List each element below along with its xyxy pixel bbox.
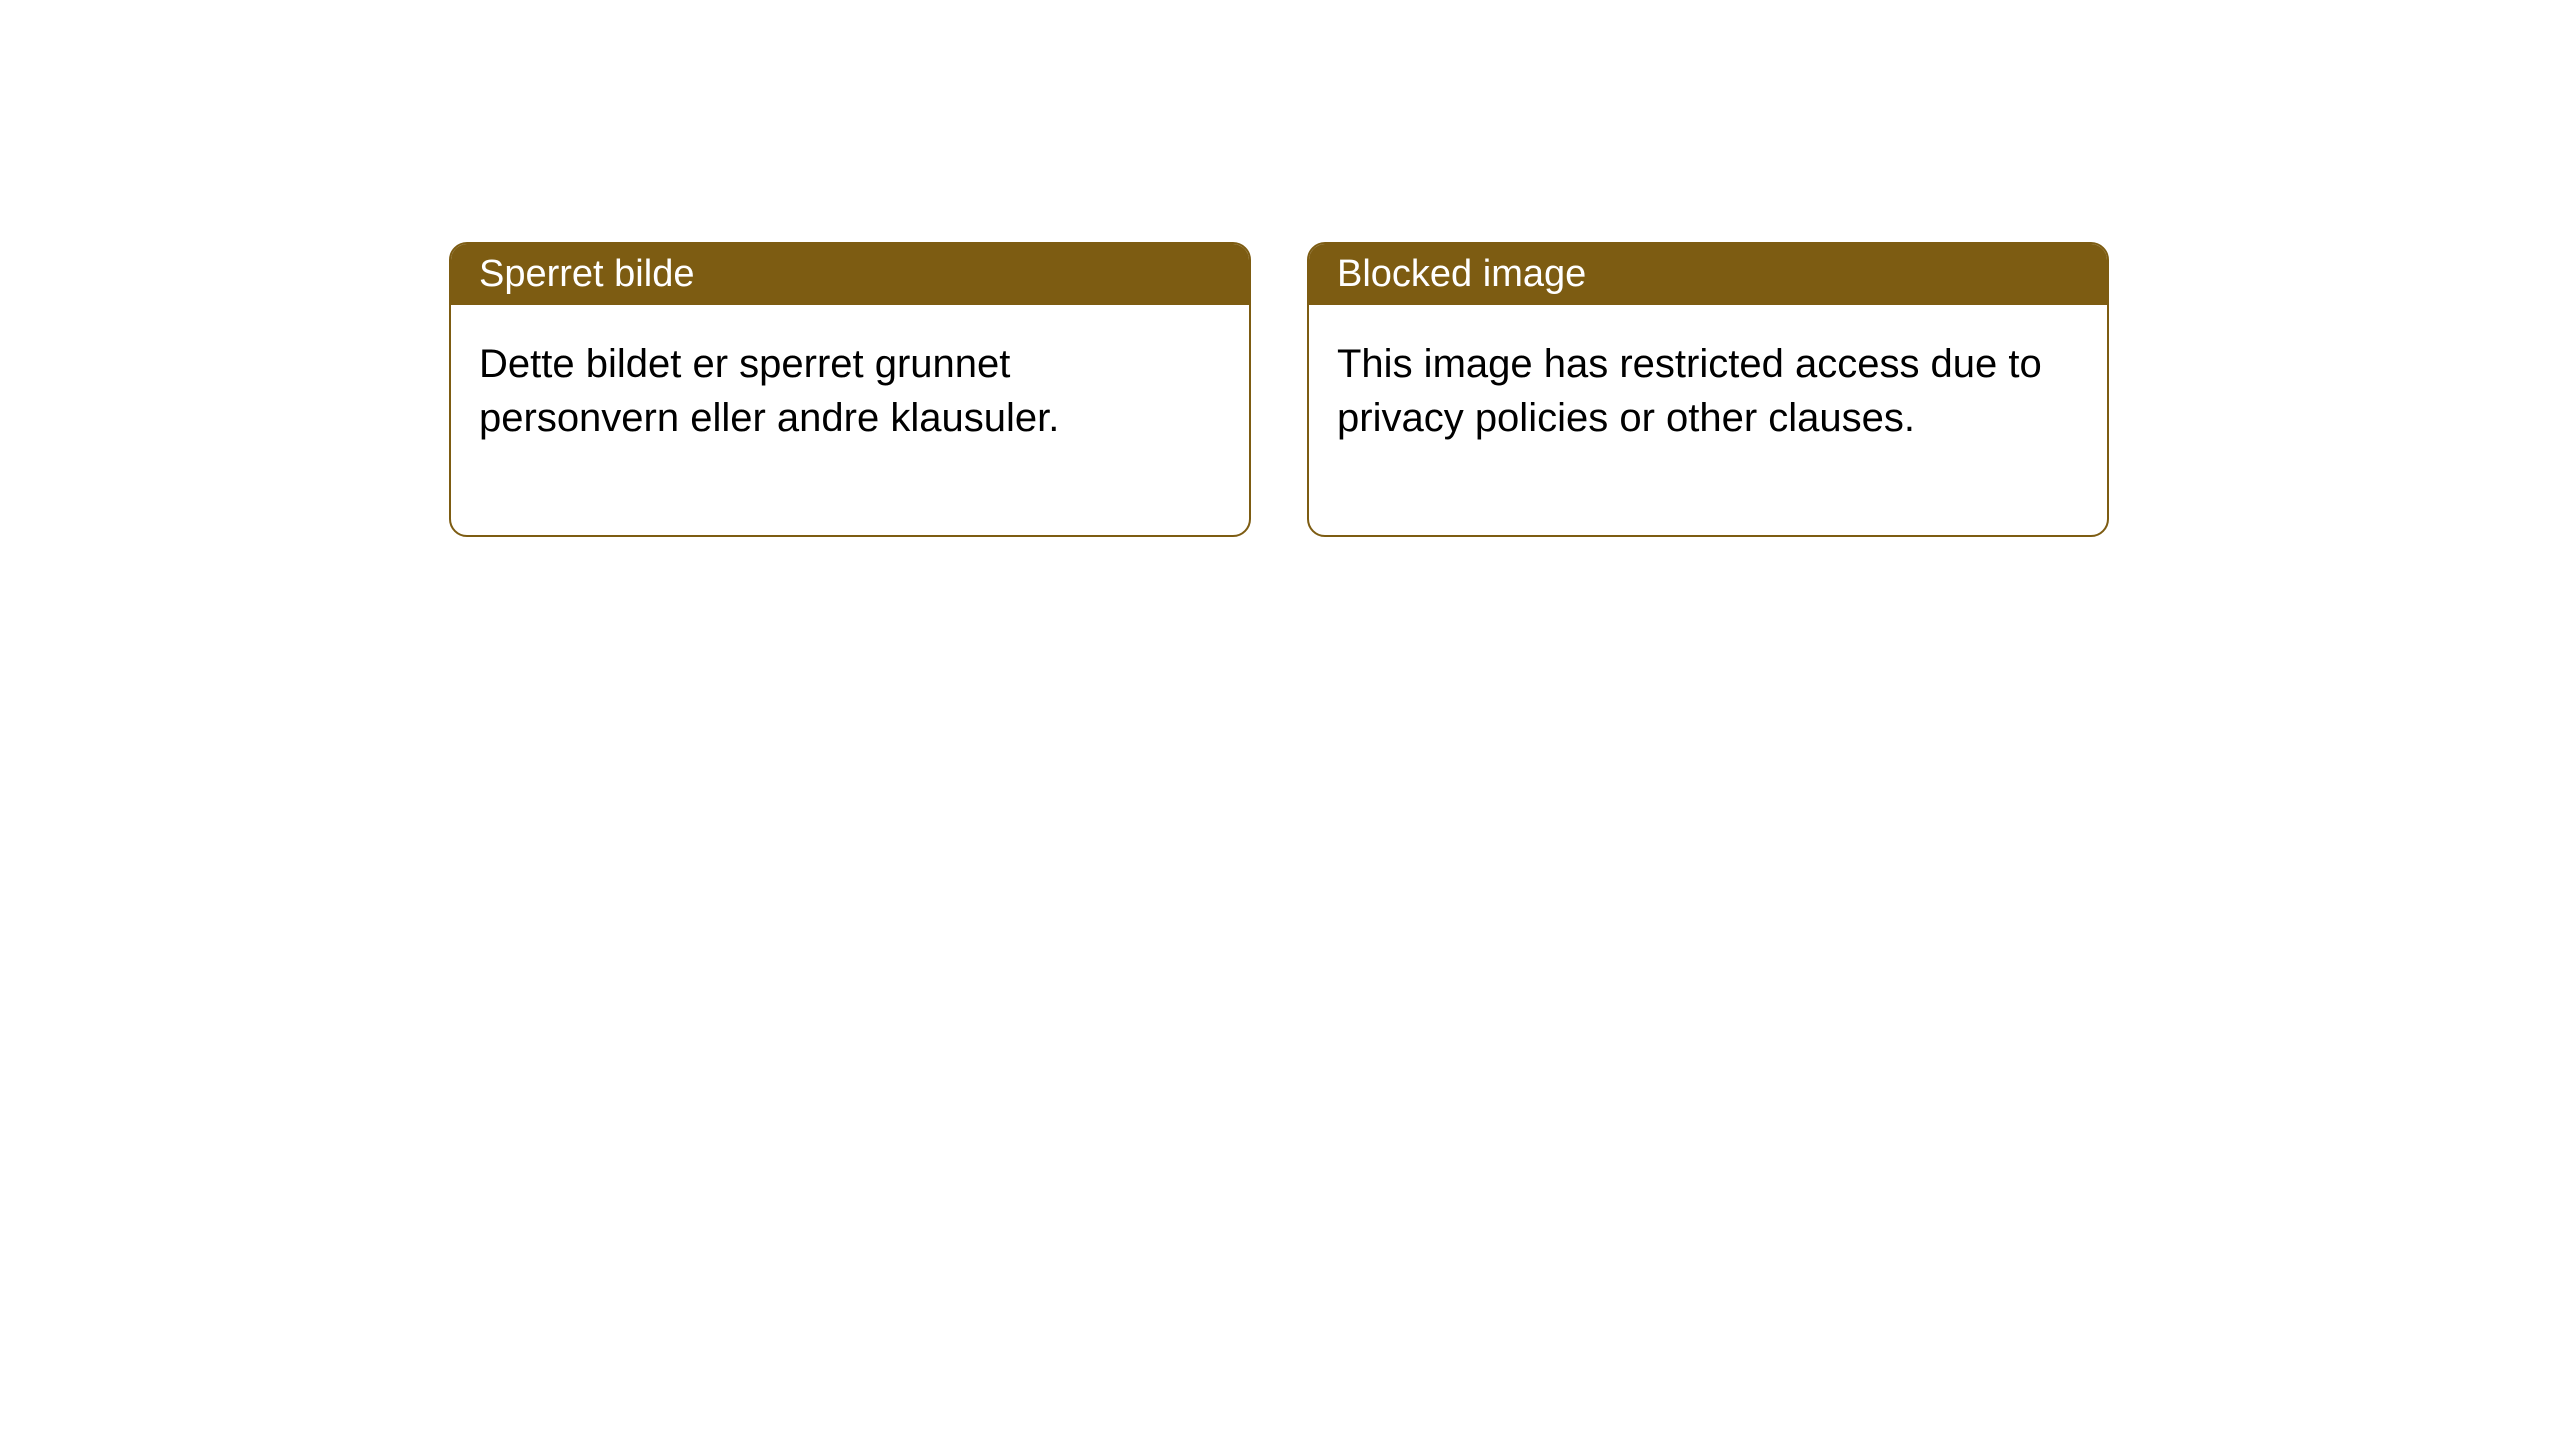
notice-body-norwegian: Dette bildet er sperret grunnet personve…: [451, 305, 1249, 535]
notice-header-english: Blocked image: [1309, 244, 2107, 305]
notice-card-norwegian: Sperret bilde Dette bildet er sperret gr…: [449, 242, 1251, 537]
notice-card-english: Blocked image This image has restricted …: [1307, 242, 2109, 537]
notice-container: Sperret bilde Dette bildet er sperret gr…: [449, 242, 2109, 537]
notice-header-norwegian: Sperret bilde: [451, 244, 1249, 305]
notice-body-english: This image has restricted access due to …: [1309, 305, 2107, 535]
